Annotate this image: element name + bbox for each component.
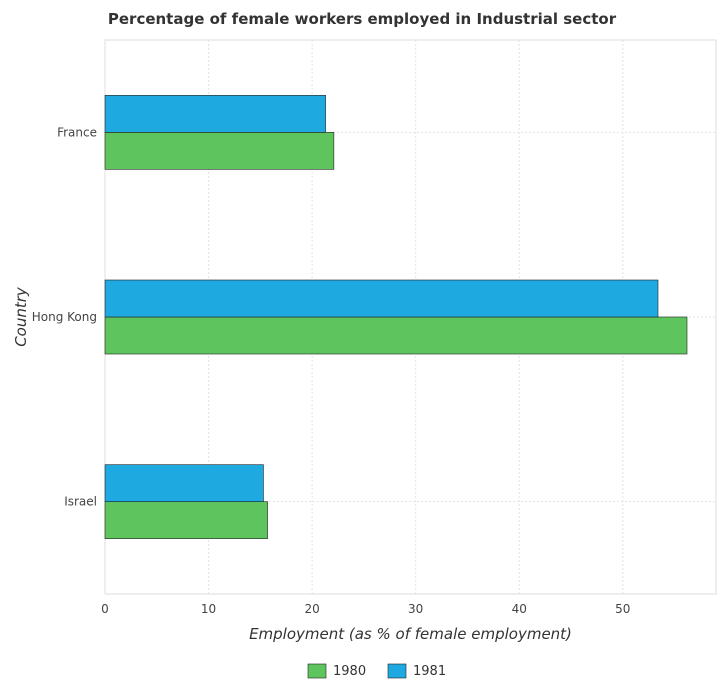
legend-swatch-1980 <box>307 663 327 679</box>
y-tick-label: France <box>57 125 97 139</box>
x-axis-label: Employment (as % of female employment) <box>249 625 572 643</box>
x-tick-label: 0 <box>101 602 109 616</box>
bar-1980-hong-kong <box>104 316 688 355</box>
bars <box>104 95 688 539</box>
legend-label-1981: 1981 <box>413 664 446 679</box>
y-tick-label: Israel <box>64 495 97 509</box>
x-tick-label: 10 <box>201 602 216 616</box>
x-tick-label: 50 <box>615 602 630 616</box>
chart-title: Percentage of female workers employed in… <box>107 10 617 28</box>
legend-swatch-1981 <box>387 663 407 679</box>
y-tick-label: Hong Kong <box>32 310 97 324</box>
bar-1980-israel <box>104 501 268 539</box>
bar-1980-france <box>104 132 335 170</box>
legend-label-1980: 1980 <box>333 664 366 679</box>
bar-1981-france <box>104 95 326 133</box>
x-tick-label: 20 <box>304 602 319 616</box>
y-axis-label: Country <box>12 286 30 347</box>
legend: 1980 1981 <box>307 663 446 679</box>
bar-1981-israel <box>104 464 264 502</box>
x-tick-label: 40 <box>512 602 527 616</box>
bar-1981-hong-kong <box>104 279 659 318</box>
x-tick-label: 30 <box>408 602 423 616</box>
axes: 0 10 20 30 40 50 France Hong Kong Israel <box>32 125 631 616</box>
